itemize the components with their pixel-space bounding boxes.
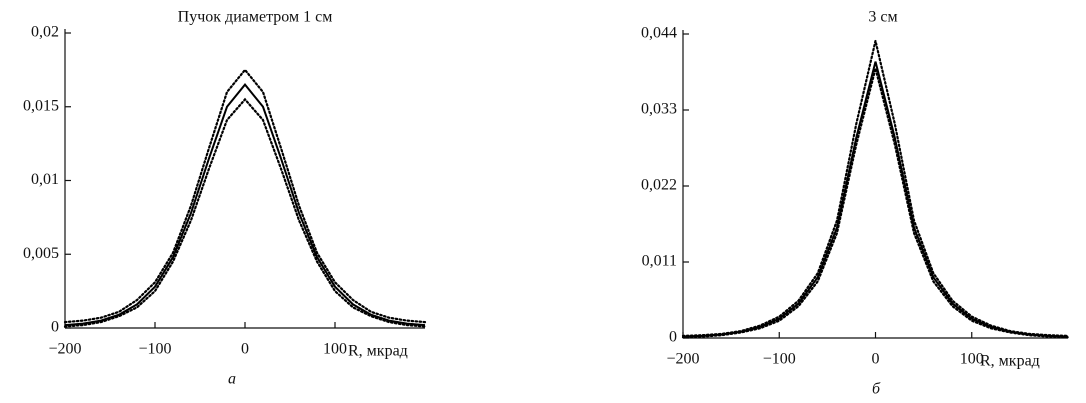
x-tick-label: 100: [960, 351, 984, 368]
data-dots: [681, 68, 1070, 339]
panel-label: а: [228, 371, 236, 388]
x-tick-label: −100: [138, 341, 171, 358]
y-tick-label: 0,015: [23, 97, 59, 114]
data-line: [64, 83, 426, 327]
x-tick-label: 100: [323, 341, 347, 358]
x-tick-label: −200: [666, 351, 699, 368]
data-dots: [63, 68, 427, 324]
chart-title: 3 см: [868, 9, 897, 26]
y-tick-label: 0,01: [31, 171, 59, 188]
y-tick-label: 0,02: [31, 24, 59, 41]
data-line: [682, 61, 1069, 338]
x-tick-label: 0: [872, 351, 880, 368]
y-tick-label: 0: [669, 329, 677, 346]
y-tick-label: 0,005: [23, 245, 59, 262]
chart-title: Пучок диаметром 1 см: [178, 9, 333, 26]
y-tick-label: 0,011: [642, 253, 677, 270]
y-tick-label: 0,044: [641, 25, 677, 42]
data-dots: [63, 97, 427, 328]
x-axis-label: R, мкрад: [980, 353, 1040, 370]
x-tick-label: 0: [241, 341, 249, 358]
y-tick-label: 0,022: [641, 177, 677, 194]
data-dots: [681, 40, 1070, 337]
y-tick-label: 0: [51, 319, 59, 336]
panel-label: б: [872, 381, 881, 398]
x-tick-label: −100: [763, 351, 796, 368]
y-tick-label: 0,033: [641, 101, 677, 118]
x-tick-label: −200: [48, 341, 81, 358]
x-axis-label: R, мкрад: [348, 343, 408, 360]
